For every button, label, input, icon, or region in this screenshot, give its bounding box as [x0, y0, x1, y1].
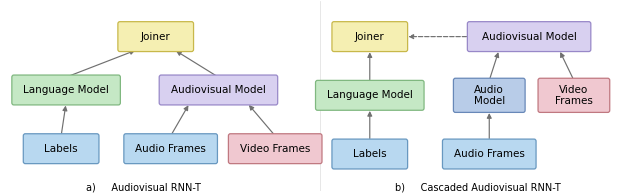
- FancyBboxPatch shape: [23, 134, 99, 164]
- Text: Labels: Labels: [44, 144, 78, 154]
- Text: Audio
Model: Audio Model: [474, 84, 505, 106]
- Text: Language Model: Language Model: [327, 90, 413, 100]
- FancyBboxPatch shape: [442, 139, 536, 169]
- FancyBboxPatch shape: [118, 22, 193, 52]
- Text: Audio Frames: Audio Frames: [135, 144, 206, 154]
- FancyBboxPatch shape: [316, 80, 424, 110]
- FancyBboxPatch shape: [332, 22, 408, 52]
- Text: Audiovisual Model: Audiovisual Model: [482, 32, 577, 42]
- FancyBboxPatch shape: [453, 78, 525, 112]
- FancyBboxPatch shape: [124, 134, 218, 164]
- Text: Labels: Labels: [353, 149, 387, 159]
- Text: Joiner: Joiner: [355, 32, 385, 42]
- Text: Audiovisual Model: Audiovisual Model: [171, 85, 266, 95]
- Text: Video Frames: Video Frames: [240, 144, 310, 154]
- FancyBboxPatch shape: [467, 22, 591, 52]
- Text: Language Model: Language Model: [23, 85, 109, 95]
- FancyBboxPatch shape: [228, 134, 322, 164]
- Text: Audio Frames: Audio Frames: [454, 149, 525, 159]
- FancyBboxPatch shape: [12, 75, 120, 105]
- Text: Video
Frames: Video Frames: [555, 84, 593, 106]
- Text: b)     Cascaded Audiovisual RNN-T: b) Cascaded Audiovisual RNN-T: [395, 183, 561, 193]
- FancyBboxPatch shape: [159, 75, 278, 105]
- FancyBboxPatch shape: [538, 78, 610, 112]
- Text: a)     Audiovisual RNN-T: a) Audiovisual RNN-T: [86, 183, 201, 193]
- FancyBboxPatch shape: [332, 139, 408, 169]
- Text: Joiner: Joiner: [141, 32, 171, 42]
